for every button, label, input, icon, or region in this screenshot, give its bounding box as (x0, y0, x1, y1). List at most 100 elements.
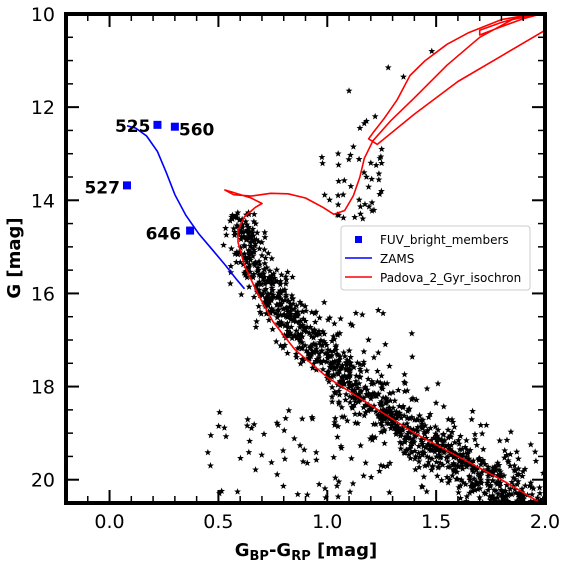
member-star (456, 445, 464, 453)
member-star (330, 453, 338, 461)
member-star (242, 228, 250, 235)
member-star (287, 316, 295, 323)
member-star (508, 478, 516, 486)
member-star (311, 318, 319, 326)
member-star (360, 472, 368, 479)
member-star (233, 248, 241, 256)
member-star (403, 414, 411, 422)
member-star (501, 446, 509, 454)
member-star (497, 470, 505, 477)
member-star (250, 218, 258, 225)
member-star (340, 176, 348, 184)
member-star (423, 453, 431, 460)
member-star (499, 492, 507, 499)
member-star (408, 448, 416, 456)
member-star (366, 435, 374, 442)
member-star (383, 462, 391, 470)
member-star (487, 483, 494, 490)
member-star (312, 345, 320, 352)
member-star (282, 280, 290, 287)
member-star (389, 413, 396, 420)
member-star (501, 454, 508, 461)
member-star (238, 215, 246, 223)
member-star (299, 355, 306, 363)
member-star (464, 456, 472, 464)
member-star (446, 463, 454, 470)
member-star (496, 437, 504, 444)
member-star (237, 233, 245, 240)
member-star (347, 353, 355, 361)
member-star (349, 388, 357, 396)
member-star (279, 311, 287, 319)
member-star (261, 259, 269, 267)
member-star (444, 426, 452, 433)
member-star (428, 47, 436, 55)
member-star (466, 476, 474, 483)
member-star (552, 493, 559, 500)
member-star (386, 459, 394, 467)
member-star (334, 361, 342, 368)
member-star (554, 494, 561, 501)
member-star (281, 455, 289, 462)
member-star (347, 362, 355, 369)
member-star (301, 325, 309, 333)
member-star (252, 282, 260, 289)
member-star (428, 441, 436, 449)
member-star (354, 391, 362, 399)
member-star (469, 407, 477, 415)
member-star (309, 364, 317, 371)
member-star (317, 359, 325, 366)
member-star (335, 177, 343, 185)
member-star (392, 430, 400, 438)
member-star (271, 274, 278, 282)
member-star (518, 495, 526, 503)
member-star (483, 479, 491, 486)
member-star (368, 207, 376, 214)
member-star (249, 252, 257, 260)
member-star (258, 270, 266, 277)
member-star (298, 333, 306, 340)
member-star (385, 404, 393, 412)
legend: FUV_bright_members ZAMS Padova_2_Gyr_iso… (340, 225, 531, 291)
member-star (360, 411, 368, 419)
member-star (456, 482, 464, 489)
member-star (481, 460, 489, 468)
member-star (324, 372, 331, 379)
member-star (561, 499, 568, 506)
member-star (320, 357, 327, 364)
member-star (360, 394, 368, 401)
member-star (289, 273, 296, 280)
member-star (298, 308, 306, 315)
member-star (298, 415, 306, 422)
member-star (290, 332, 298, 340)
member-star (408, 353, 416, 360)
member-star (235, 216, 243, 224)
member-star (282, 312, 290, 320)
member-star (286, 303, 294, 310)
member-star (324, 346, 332, 353)
member-star (502, 493, 510, 500)
member-star (444, 453, 452, 460)
member-star (343, 417, 351, 424)
member-star (239, 220, 247, 228)
member-star (353, 381, 361, 388)
member-star (274, 320, 282, 327)
member-star (289, 317, 297, 324)
member-star (372, 408, 380, 415)
member-star (266, 298, 273, 306)
member-star (494, 490, 502, 498)
member-star (298, 338, 306, 346)
member-star (439, 441, 446, 449)
member-star (266, 278, 274, 285)
member-star (315, 354, 323, 361)
member-star (252, 259, 260, 267)
member-star (388, 411, 396, 418)
member-star (290, 305, 298, 313)
member-star (376, 415, 384, 422)
member-star (347, 320, 355, 327)
member-star (403, 420, 411, 427)
member-star (274, 421, 282, 428)
member-star (361, 384, 368, 392)
cluster-members-scatter (204, 47, 568, 506)
member-star (274, 292, 282, 299)
